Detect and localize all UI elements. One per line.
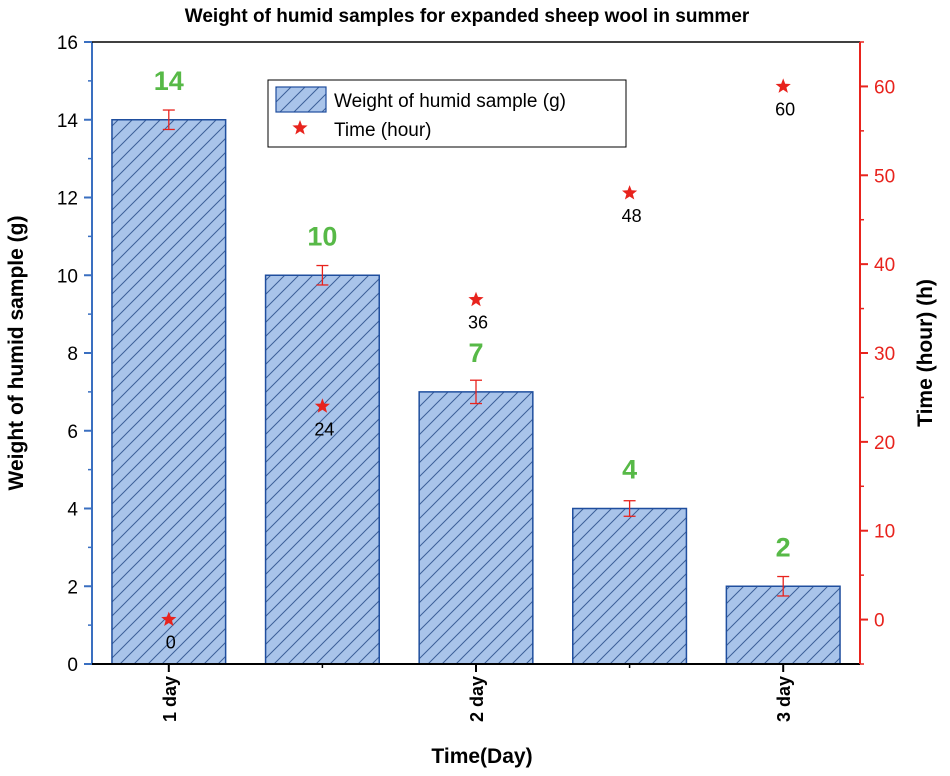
legend: Weight of humid sample (g) Time (hour) bbox=[267, 79, 627, 148]
star-marker bbox=[775, 78, 791, 93]
right-tick-label: 0 bbox=[874, 611, 885, 632]
left-tick-label: 0 bbox=[67, 655, 78, 676]
bar bbox=[111, 119, 227, 665]
bar-data-label: 7 bbox=[468, 338, 483, 368]
x-tick-label: 1 day bbox=[160, 676, 180, 722]
star-data-label: 24 bbox=[314, 419, 334, 439]
bar-data-label: 2 bbox=[776, 532, 791, 562]
chart-title: Weight of humid samples for expanded she… bbox=[185, 6, 750, 27]
left-tick-label: 12 bbox=[57, 189, 78, 210]
x-axis-title: Time(Day) bbox=[431, 745, 532, 768]
bar bbox=[725, 585, 841, 665]
legend-label-time: Time (hour) bbox=[334, 120, 431, 141]
y2-axis-title: Time (hour) (h) bbox=[914, 279, 937, 427]
bar bbox=[418, 391, 534, 665]
right-tick-label: 40 bbox=[874, 255, 895, 276]
star-data-label: 36 bbox=[468, 313, 488, 333]
star-data-label: 60 bbox=[775, 99, 795, 119]
left-tick-label: 2 bbox=[67, 577, 78, 598]
bar-data-label: 10 bbox=[307, 221, 337, 251]
left-tick-label: 14 bbox=[57, 111, 79, 132]
star-marker bbox=[468, 291, 484, 307]
right-tick-label: 50 bbox=[874, 166, 895, 187]
x-axis-ticks: 1 day 2 day 3 day bbox=[160, 664, 794, 722]
right-tick-label: 10 bbox=[874, 522, 895, 543]
legend-star-marker bbox=[292, 120, 308, 135]
legend-box bbox=[267, 79, 627, 148]
star-marker bbox=[161, 611, 177, 626]
bar bbox=[264, 274, 380, 665]
legend-label-weight: Weight of humid sample (g) bbox=[334, 91, 566, 112]
star-data-label: 0 bbox=[166, 633, 176, 653]
right-axis-ticks: 0 10 20 30 40 50 60 bbox=[860, 41, 895, 665]
left-tick-label: 8 bbox=[67, 344, 78, 365]
bar-data-label: 4 bbox=[622, 455, 637, 485]
legend-bar-swatch bbox=[275, 86, 327, 113]
bar-data-label: 14 bbox=[154, 66, 184, 96]
y-axis-title: Weight of humid sample (g) bbox=[5, 216, 28, 491]
left-tick-label: 6 bbox=[67, 422, 78, 443]
star-marker bbox=[314, 398, 330, 413]
stars-layer bbox=[161, 78, 791, 626]
x-tick-label: 3 day bbox=[774, 676, 794, 722]
star-marker bbox=[622, 185, 638, 200]
right-tick-label: 30 bbox=[874, 344, 895, 365]
left-tick-label: 16 bbox=[57, 33, 78, 54]
data-labels-layer: 14 10 7 4 2 0 24 36 48 60 bbox=[154, 66, 795, 653]
star-data-label: 48 bbox=[622, 206, 642, 226]
right-tick-label: 20 bbox=[874, 433, 895, 454]
right-tick-label: 60 bbox=[874, 77, 895, 98]
x-tick-label: 2 day bbox=[467, 676, 487, 722]
left-tick-label: 4 bbox=[67, 500, 78, 521]
error-bars-layer bbox=[162, 109, 790, 597]
left-tick-label: 10 bbox=[57, 266, 78, 287]
bar bbox=[572, 507, 688, 665]
left-axis-ticks: 0 2 4 6 8 10 12 14 16 bbox=[57, 33, 92, 676]
